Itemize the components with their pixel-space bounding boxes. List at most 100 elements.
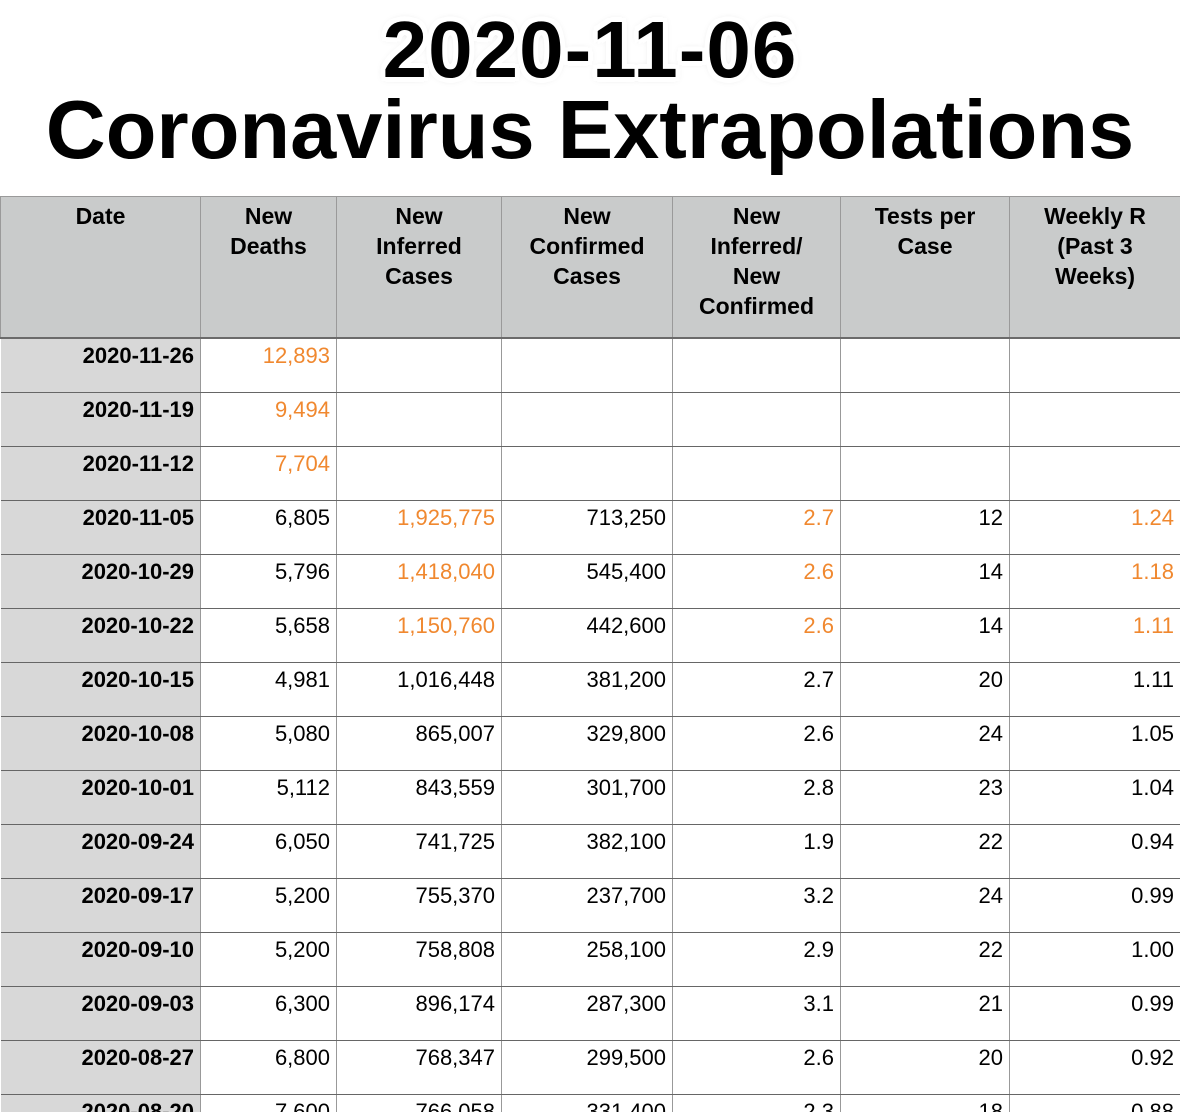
tests-per-case-cell[interactable]: 21 <box>840 986 1010 1041</box>
weekly-r-cell[interactable]: 0.99 <box>1009 878 1180 933</box>
column-header-new-confirmed-cases[interactable]: New Confirmed Cases <box>501 196 673 339</box>
new-inferred-cases-cell[interactable]: 1,418,040 <box>336 554 502 609</box>
new-confirmed-cases-cell[interactable]: 442,600 <box>501 608 673 663</box>
weekly-r-cell[interactable] <box>1009 337 1180 393</box>
new-confirmed-cases-cell[interactable]: 299,500 <box>501 1040 673 1095</box>
new-deaths-cell[interactable]: 5,200 <box>200 878 337 933</box>
weekly-r-cell[interactable]: 1.18 <box>1009 554 1180 609</box>
column-header-new-deaths[interactable]: New Deaths <box>200 196 337 339</box>
inferred-confirmed-ratio-cell[interactable]: 2.7 <box>672 500 841 555</box>
weekly-r-cell[interactable]: 0.99 <box>1009 986 1180 1041</box>
weekly-r-cell[interactable]: 1.24 <box>1009 500 1180 555</box>
column-header-weekly-r[interactable]: Weekly R (Past 3 Weeks) <box>1009 196 1180 339</box>
weekly-r-cell[interactable]: 1.11 <box>1009 608 1180 663</box>
new-deaths-cell[interactable]: 6,300 <box>200 986 337 1041</box>
date-cell[interactable]: 2020-11-12 <box>0 446 201 501</box>
new-inferred-cases-cell[interactable]: 843,559 <box>336 770 502 825</box>
inferred-confirmed-ratio-cell[interactable]: 2.3 <box>672 1094 841 1112</box>
new-deaths-cell[interactable]: 12,893 <box>200 337 337 393</box>
new-inferred-cases-cell[interactable]: 1,925,775 <box>336 500 502 555</box>
tests-per-case-cell[interactable] <box>840 446 1010 501</box>
inferred-confirmed-ratio-cell[interactable]: 2.6 <box>672 554 841 609</box>
new-inferred-cases-cell[interactable]: 896,174 <box>336 986 502 1041</box>
tests-per-case-cell[interactable]: 20 <box>840 1040 1010 1095</box>
new-inferred-cases-cell[interactable]: 758,808 <box>336 932 502 987</box>
new-deaths-cell[interactable]: 9,494 <box>200 392 337 447</box>
date-cell[interactable]: 2020-08-20 <box>0 1094 201 1112</box>
weekly-r-cell[interactable]: 1.11 <box>1009 662 1180 717</box>
new-confirmed-cases-cell[interactable]: 382,100 <box>501 824 673 879</box>
new-confirmed-cases-cell[interactable] <box>501 392 673 447</box>
column-header-date[interactable]: Date <box>0 196 201 339</box>
new-confirmed-cases-cell[interactable]: 713,250 <box>501 500 673 555</box>
date-cell[interactable]: 2020-10-22 <box>0 608 201 663</box>
tests-per-case-cell[interactable]: 22 <box>840 932 1010 987</box>
weekly-r-cell[interactable]: 1.05 <box>1009 716 1180 771</box>
tests-per-case-cell[interactable] <box>840 392 1010 447</box>
new-confirmed-cases-cell[interactable] <box>501 446 673 501</box>
new-confirmed-cases-cell[interactable]: 331,400 <box>501 1094 673 1112</box>
new-deaths-cell[interactable]: 6,805 <box>200 500 337 555</box>
new-inferred-cases-cell[interactable]: 1,150,760 <box>336 608 502 663</box>
weekly-r-cell[interactable]: 0.92 <box>1009 1040 1180 1095</box>
new-deaths-cell[interactable]: 5,112 <box>200 770 337 825</box>
tests-per-case-cell[interactable]: 14 <box>840 608 1010 663</box>
inferred-confirmed-ratio-cell[interactable]: 2.6 <box>672 608 841 663</box>
new-deaths-cell[interactable]: 6,050 <box>200 824 337 879</box>
weekly-r-cell[interactable]: 0.88 <box>1009 1094 1180 1112</box>
tests-per-case-cell[interactable]: 18 <box>840 1094 1010 1112</box>
tests-per-case-cell[interactable]: 23 <box>840 770 1010 825</box>
date-cell[interactable]: 2020-10-01 <box>0 770 201 825</box>
inferred-confirmed-ratio-cell[interactable]: 3.1 <box>672 986 841 1041</box>
new-deaths-cell[interactable]: 5,658 <box>200 608 337 663</box>
tests-per-case-cell[interactable]: 22 <box>840 824 1010 879</box>
new-deaths-cell[interactable]: 5,796 <box>200 554 337 609</box>
new-deaths-cell[interactable]: 5,080 <box>200 716 337 771</box>
new-deaths-cell[interactable]: 7,600 <box>200 1094 337 1112</box>
new-confirmed-cases-cell[interactable]: 237,700 <box>501 878 673 933</box>
inferred-confirmed-ratio-cell[interactable] <box>672 446 841 501</box>
column-header-inferred-confirmed-ratio[interactable]: New Inferred/ New Confirmed <box>672 196 841 339</box>
new-deaths-cell[interactable]: 5,200 <box>200 932 337 987</box>
weekly-r-cell[interactable] <box>1009 392 1180 447</box>
new-inferred-cases-cell[interactable]: 865,007 <box>336 716 502 771</box>
column-header-tests-per-case[interactable]: Tests per Case <box>840 196 1010 339</box>
new-deaths-cell[interactable]: 4,981 <box>200 662 337 717</box>
inferred-confirmed-ratio-cell[interactable]: 2.9 <box>672 932 841 987</box>
date-cell[interactable]: 2020-11-05 <box>0 500 201 555</box>
column-header-new-inferred-cases[interactable]: New Inferred Cases <box>336 196 502 339</box>
inferred-confirmed-ratio-cell[interactable]: 2.7 <box>672 662 841 717</box>
new-confirmed-cases-cell[interactable]: 258,100 <box>501 932 673 987</box>
new-confirmed-cases-cell[interactable]: 287,300 <box>501 986 673 1041</box>
weekly-r-cell[interactable]: 1.04 <box>1009 770 1180 825</box>
date-cell[interactable]: 2020-09-17 <box>0 878 201 933</box>
date-cell[interactable]: 2020-09-24 <box>0 824 201 879</box>
date-cell[interactable]: 2020-10-15 <box>0 662 201 717</box>
date-cell[interactable]: 2020-09-03 <box>0 986 201 1041</box>
date-cell[interactable]: 2020-11-26 <box>0 337 201 393</box>
inferred-confirmed-ratio-cell[interactable] <box>672 392 841 447</box>
new-deaths-cell[interactable]: 7,704 <box>200 446 337 501</box>
date-cell[interactable]: 2020-08-27 <box>0 1040 201 1095</box>
date-cell[interactable]: 2020-10-29 <box>0 554 201 609</box>
inferred-confirmed-ratio-cell[interactable]: 2.6 <box>672 1040 841 1095</box>
inferred-confirmed-ratio-cell[interactable]: 1.9 <box>672 824 841 879</box>
tests-per-case-cell[interactable]: 24 <box>840 716 1010 771</box>
tests-per-case-cell[interactable]: 20 <box>840 662 1010 717</box>
weekly-r-cell[interactable]: 1.00 <box>1009 932 1180 987</box>
new-confirmed-cases-cell[interactable]: 329,800 <box>501 716 673 771</box>
tests-per-case-cell[interactable]: 24 <box>840 878 1010 933</box>
new-inferred-cases-cell[interactable]: 1,016,448 <box>336 662 502 717</box>
inferred-confirmed-ratio-cell[interactable]: 2.8 <box>672 770 841 825</box>
date-cell[interactable]: 2020-09-10 <box>0 932 201 987</box>
new-inferred-cases-cell[interactable]: 741,725 <box>336 824 502 879</box>
new-inferred-cases-cell[interactable]: 768,347 <box>336 1040 502 1095</box>
tests-per-case-cell[interactable]: 14 <box>840 554 1010 609</box>
tests-per-case-cell[interactable] <box>840 337 1010 393</box>
new-deaths-cell[interactable]: 6,800 <box>200 1040 337 1095</box>
inferred-confirmed-ratio-cell[interactable] <box>672 337 841 393</box>
date-cell[interactable]: 2020-11-19 <box>0 392 201 447</box>
weekly-r-cell[interactable] <box>1009 446 1180 501</box>
inferred-confirmed-ratio-cell[interactable]: 3.2 <box>672 878 841 933</box>
date-cell[interactable]: 2020-10-08 <box>0 716 201 771</box>
